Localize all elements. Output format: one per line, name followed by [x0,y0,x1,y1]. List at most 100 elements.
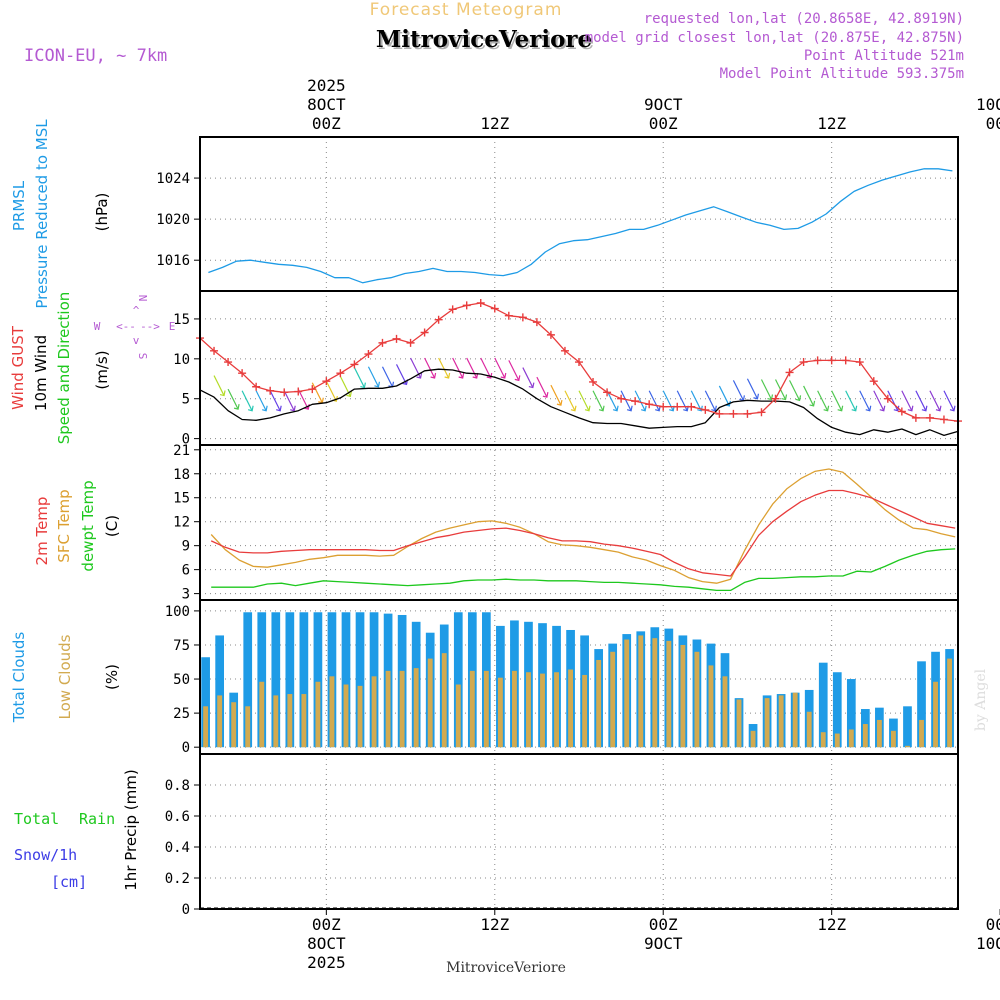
pressure-label-long: Pressure Reduced to MSL [33,119,51,309]
temp-label-unit: (C) [103,515,121,537]
low-cloud-bar [820,732,826,748]
wind-direction-arrow [213,375,225,396]
wind-arrow-head [233,403,240,410]
total-cloud-bar [832,672,842,748]
y-tick-label: 1016 [156,253,190,269]
gust-marker [715,409,724,418]
low-cloud-bar [834,733,840,748]
top-time-label: 10OCT [976,95,1000,114]
top-time-label: 2025 [307,76,346,95]
low-cloud-bar [540,673,545,748]
low-cloud-bar [806,711,812,748]
low-cloud-bar [947,658,953,748]
low-cloud-bar [722,676,728,748]
gust-marker [701,405,710,414]
wind-arrow-head [753,393,760,400]
y-tick-label: 0.2 [165,871,190,887]
wind-direction-arrow [732,380,744,401]
wind-arrow-head [500,372,507,379]
wind-arrow-head [247,405,254,412]
gust-marker [617,394,626,403]
gust-marker [448,305,457,314]
low-cloud-bar [876,719,882,748]
wind-direction-arrow [690,390,702,411]
wind-arrow-head [416,372,423,379]
precip-panel-labels: Total Rain Snow/1h [cm] 1hr Precip (mm) [14,769,140,891]
bottom-time-label: 00Z [649,915,678,934]
wind-arrow-head [360,382,366,389]
wind-arrow-head [879,405,886,412]
wind-direction-arrow [718,385,730,407]
wind-direction-arrow [466,357,478,379]
total-cloud-bar [271,612,281,748]
wind-direction-arrow [452,357,464,379]
compass-east-arrow: --> [140,320,160,333]
wind-direction-arrow [283,390,295,411]
header-model-point-altitude: Model Point Altitude 593.375m [720,66,964,82]
precip-legend-rain: Rain [79,810,115,828]
precip-label-unit: 1hr Precip (mm) [122,769,140,890]
wind-direction-arrow [227,388,239,410]
wind-direction-arrow [704,390,716,411]
wind-arrow-head [809,400,816,407]
pressure-label-prmsl: PRMSL [10,180,28,231]
header-point-altitude: Point Altitude 521m [804,48,964,64]
gust-marker [420,328,429,337]
wind-arrow-head [626,405,633,412]
gust-marker [252,382,261,391]
compass-east: E [169,320,176,333]
low-cloud-bar [217,695,223,748]
pressure-panel-labels: PRMSL Pressure Reduced to MSL (hPa) [10,119,111,309]
wind-arrow-head [584,405,591,412]
wind-direction-arrow [873,390,885,411]
gust-marker [504,311,513,320]
gust-marker [336,369,345,378]
wind-arrow-head [823,405,830,412]
wind-direction-arrow [592,390,604,411]
wind-arrow-head [219,390,226,397]
wind-direction-arrow [550,384,562,406]
gust-marker [294,387,303,396]
wind-direction-arrow [367,366,379,388]
wind-direction-arrow [508,360,520,381]
low-cloud-bar [455,684,461,748]
wind-direction-arrow [606,390,618,411]
gust-marker [687,402,696,411]
total-cloud-bar [201,657,210,748]
gust-marker [883,394,892,403]
bottom-time-label: 12Z [817,915,846,934]
low-cloud-bar [427,658,433,748]
low-cloud-bar [357,685,363,748]
gust-marker [322,377,331,386]
y-tick-label: 21 [173,443,190,459]
wind-direction-arrow [746,378,758,400]
total-cloud-bar [818,662,828,748]
gust-marker [406,338,415,347]
low-cloud-bar [399,670,405,748]
wind-label-10m: 10m Wind [32,335,50,411]
low-cloud-bar [343,684,349,748]
gust-marker [897,407,906,416]
wind-arrow-head [907,405,914,412]
low-cloud-bar [610,651,616,748]
wind-arrow-head [641,405,647,412]
total-cloud-bar [285,612,295,748]
wind-direction-arrow [803,385,815,407]
footer-location: MitroviceVeriore [446,960,566,976]
y-tick-label: 9 [182,539,190,555]
top-time-label: 9OCT [644,95,683,114]
low-cloud-bar [231,702,237,748]
wind-arrow-head [570,405,577,412]
low-cloud-bar [371,676,377,748]
wind-arrow-head [290,405,296,412]
total-cloud-bar [355,612,365,748]
compass-south: S [136,353,149,360]
top-time-label: 12Z [480,114,509,133]
gust-marker [280,388,289,397]
wind-direction-arrow [901,390,913,411]
gust-marker [631,397,640,406]
wind-direction-arrow [564,390,576,411]
gust-marker [799,358,808,367]
y-tick-label: 18 [173,467,190,483]
gust-marker [476,298,485,307]
